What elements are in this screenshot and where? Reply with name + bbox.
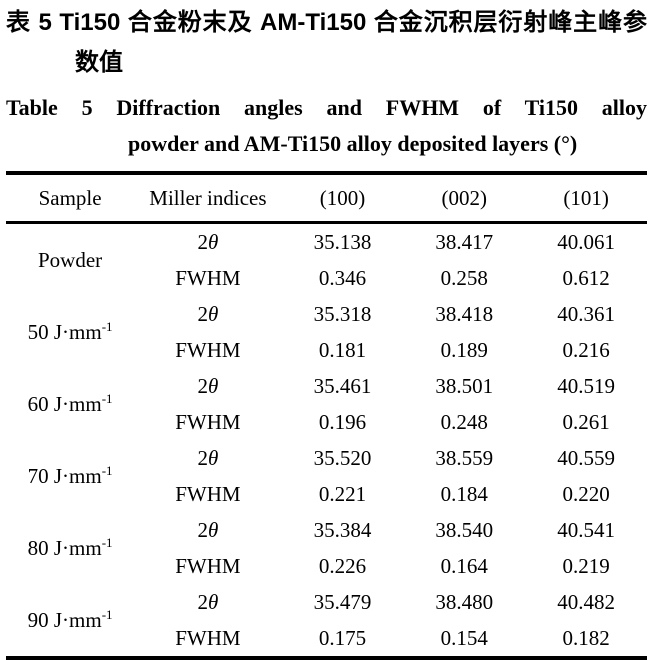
value-cell-100: 0.221 — [318, 481, 367, 506]
table-row: 50 J·mm-1 2θ 35.318 38.418 40.361 — [6, 296, 647, 344]
param-label-fwhm: FWHM — [175, 409, 241, 434]
value-cell-100: 35.384 — [313, 517, 372, 542]
sample-label: 90 J·mm — [27, 607, 102, 632]
caption-zh-line2: 数值 — [75, 49, 123, 76]
value-cell-002: 0.184 — [440, 481, 488, 506]
value-cell-002: 0.248 — [440, 409, 488, 434]
value-cell-002: 38.559 — [435, 445, 494, 470]
table-row: FWHM 0.175 0.154 0.182 — [6, 620, 647, 659]
table-row: FWHM 0.181 0.189 0.216 — [6, 332, 647, 368]
theta-symbol: θ — [207, 373, 219, 398]
value-cell-100: 35.318 — [313, 301, 372, 326]
value-cell-101: 40.541 — [557, 517, 615, 542]
param-label-fwhm: FWHM — [175, 337, 241, 362]
sample-cell: 80 J·mm-1 — [6, 512, 134, 584]
col-header-101: (101) — [563, 185, 609, 210]
value-cell-101: 0.182 — [562, 625, 610, 650]
value-cell-100: 0.181 — [318, 337, 367, 362]
value-cell-101: 0.219 — [562, 553, 610, 578]
table-row: 80 J·mm-1 2θ 35.384 38.540 40.541 — [6, 512, 647, 560]
value-cell-100: 0.226 — [318, 553, 367, 578]
theta-symbol: θ — [207, 589, 219, 614]
table-row: 60 J·mm-1 2θ 35.461 38.501 40.519 — [6, 368, 647, 416]
col-header-100: (100) — [319, 185, 366, 210]
theta-symbol: θ — [207, 445, 219, 470]
value-cell-101: 40.559 — [557, 445, 615, 470]
sample-cell: 50 J·mm-1 — [6, 296, 134, 368]
value-cell-100: 0.346 — [318, 265, 367, 290]
sample-label: Powder — [38, 247, 103, 272]
col-header-002: (002) — [441, 185, 488, 210]
value-cell-002: 38.501 — [435, 373, 494, 398]
table-row: FWHM 0.221 0.184 0.220 — [6, 476, 647, 512]
value-cell-101: 40.361 — [557, 301, 615, 326]
sample-cell: 70 J·mm-1 — [6, 440, 134, 512]
sample-label-exponent: -1 — [101, 606, 113, 622]
table-row: Powder 2θ 35.138 38.417 40.061 — [6, 223, 647, 272]
param-label-2theta: 2θ — [197, 229, 219, 254]
param-label-fwhm: FWHM — [175, 265, 241, 290]
value-cell-002: 38.418 — [435, 301, 494, 326]
table-caption-zh: 表 5 Ti150 合金粉末及 AM-Ti150 合金沉积层衍射峰主峰参 数值 — [6, 3, 647, 83]
sample-cell: Powder — [6, 223, 134, 297]
value-cell-101: 40.482 — [557, 589, 615, 614]
param-label-fwhm: FWHM — [175, 553, 241, 578]
value-cell-101: 0.216 — [562, 337, 610, 362]
param-label-fwhm: FWHM — [175, 625, 241, 650]
value-cell-100: 35.138 — [313, 229, 372, 254]
value-cell-101: 40.519 — [557, 373, 615, 398]
theta-symbol: θ — [207, 517, 219, 542]
diffraction-table: Sample Miller indices (100) (002) (101) … — [6, 171, 647, 660]
sample-label: 60 J·mm — [27, 391, 102, 416]
value-cell-002: 38.480 — [435, 589, 494, 614]
table-caption-en: Table 5 Diffraction angles and FWHM of T… — [6, 90, 647, 162]
sample-label-exponent: -1 — [101, 462, 113, 478]
param-label-2theta: 2θ — [197, 445, 219, 470]
sample-label: 70 J·mm — [27, 463, 102, 488]
value-cell-101: 0.261 — [562, 409, 610, 434]
sample-cell: 90 J·mm-1 — [6, 584, 134, 659]
sample-cell: 60 J·mm-1 — [6, 368, 134, 440]
value-cell-002: 0.189 — [440, 337, 488, 362]
param-label-2theta: 2θ — [197, 373, 219, 398]
value-cell-100: 0.175 — [318, 625, 367, 650]
value-cell-100: 35.461 — [313, 373, 372, 398]
header-row: Sample Miller indices (100) (002) (101) — [6, 173, 647, 223]
value-cell-100: 35.479 — [313, 589, 372, 614]
col-header-miller-indices: Miller indices — [149, 185, 267, 210]
value-cell-101: 0.612 — [562, 265, 610, 290]
sample-label-exponent: -1 — [101, 390, 113, 406]
value-cell-100: 0.196 — [318, 409, 367, 434]
param-label-2theta: 2θ — [197, 517, 219, 542]
caption-en-line2: powder and AM-Ti150 alloy deposited laye… — [128, 131, 578, 156]
sample-label: 80 J·mm — [27, 535, 102, 560]
col-header-sample: Sample — [38, 185, 102, 210]
table-row: 70 J·mm-1 2θ 35.520 38.559 40.559 — [6, 440, 647, 488]
table-row: 90 J·mm-1 2θ 35.479 38.480 40.482 — [6, 584, 647, 632]
theta-symbol: θ — [207, 229, 219, 254]
sample-label-exponent: -1 — [101, 318, 113, 334]
table-row: FWHM 0.346 0.258 0.612 — [6, 260, 647, 296]
theta-symbol: θ — [207, 301, 219, 326]
value-cell-002: 38.417 — [435, 229, 494, 254]
param-label-2theta: 2θ — [197, 301, 219, 326]
value-cell-101: 40.061 — [557, 229, 615, 254]
caption-en-line1: Table 5 Diffraction angles and FWHM of T… — [6, 95, 647, 120]
sample-label-exponent: -1 — [101, 534, 113, 550]
value-cell-002: 0.154 — [440, 625, 488, 650]
value-cell-002: 0.258 — [440, 265, 488, 290]
sample-label: 50 J·mm — [27, 319, 102, 344]
param-label-fwhm: FWHM — [175, 481, 241, 506]
table-row: FWHM 0.226 0.164 0.219 — [6, 548, 647, 584]
param-label-2theta: 2θ — [197, 589, 219, 614]
caption-zh-line1: 表 5 Ti150 合金粉末及 AM-Ti150 合金沉积层衍射峰主峰参 — [6, 9, 647, 36]
value-cell-002: 0.164 — [440, 553, 488, 578]
value-cell-101: 0.220 — [562, 481, 610, 506]
table-row: FWHM 0.196 0.248 0.261 — [6, 404, 647, 440]
value-cell-002: 38.540 — [435, 517, 494, 542]
value-cell-100: 35.520 — [313, 445, 372, 470]
